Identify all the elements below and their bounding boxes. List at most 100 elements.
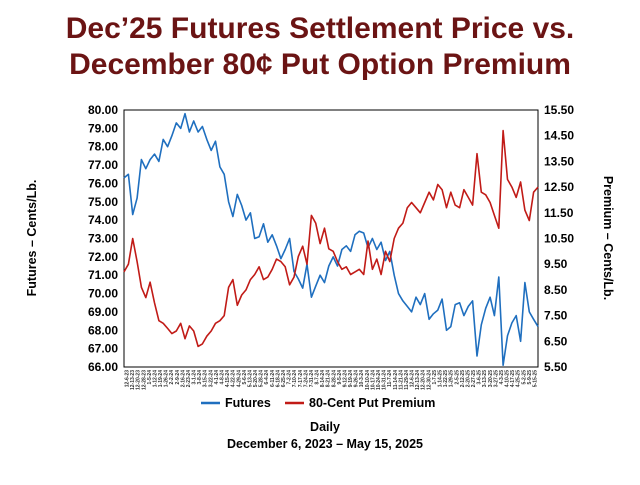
x-tick-label: 4-1-24 xyxy=(214,370,220,385)
x-axis-title: Daily xyxy=(310,420,340,434)
x-tick-label: 12-6-23 xyxy=(125,370,131,387)
left-tick-label: 76.00 xyxy=(88,176,118,190)
x-tick-label: 12-20-23 xyxy=(136,370,142,390)
right-tick-label: 14.50 xyxy=(544,129,574,143)
right-tick-label: 7.50 xyxy=(544,309,568,323)
x-tick-label: 9-26-24 xyxy=(354,370,360,387)
x-tick-label: 4-8-24 xyxy=(220,370,226,385)
left-tick-label: 71.00 xyxy=(88,268,118,282)
chart-title: Dec’25 Futures Settlement Price vs. xyxy=(66,12,575,45)
right-tick-label: 13.50 xyxy=(544,154,574,168)
x-tick-label: 9-19-24 xyxy=(348,370,354,387)
right-tick-label: 9.50 xyxy=(544,257,568,271)
x-tick-label: 4-10-25 xyxy=(505,370,511,387)
legend-label-futures: Futures xyxy=(225,396,271,410)
x-tick-label: 2-5-25 xyxy=(454,370,460,385)
x-tick-label: 9-5-24 xyxy=(337,370,343,385)
left-tick-label: 67.00 xyxy=(88,342,118,356)
series-layer xyxy=(123,112,539,367)
x-tick-label: 12-20-24 xyxy=(421,370,427,390)
x-tick-label: 1-7-25 xyxy=(432,370,438,385)
x-tick-label: 6-11-24 xyxy=(270,370,276,387)
plot-area xyxy=(123,109,539,368)
x-tick-label: 4-22-24 xyxy=(231,370,237,387)
x-tick-label: 12-13-24 xyxy=(415,370,421,390)
x-tick-label: 8-7-24 xyxy=(315,370,321,385)
x-tick-label: 2-23-24 xyxy=(186,370,192,387)
x-tick-label: 2-27-25 xyxy=(471,370,477,387)
right-tick-label: 8.50 xyxy=(544,283,568,297)
right-tick-label: 5.50 xyxy=(544,360,568,374)
left-tick-label: 77.00 xyxy=(88,158,118,172)
x-tick-label: 5-15-25 xyxy=(533,370,539,387)
x-tick-label: 9-12-24 xyxy=(342,370,348,387)
x-tick-label: 12-30-24 xyxy=(426,370,432,390)
x-tick-label: 8-14-24 xyxy=(320,370,326,387)
left-tick-label: 73.00 xyxy=(88,232,118,246)
x-tick-label: 1-26-24 xyxy=(164,370,170,387)
x-tick-label: 5-2-25 xyxy=(521,370,527,385)
x-tick-label: 3-20-25 xyxy=(488,370,494,387)
x-tick-label: 1-19-24 xyxy=(158,370,164,387)
left-axis-title: Futures – Cents/Lb. xyxy=(25,180,39,297)
x-tick-label: 3-8-24 xyxy=(197,370,203,385)
legend: Futures 80-Cent Put Premium xyxy=(201,396,435,410)
x-tick-label: 8-21-24 xyxy=(326,370,332,387)
x-tick-label: 11-21-24 xyxy=(398,370,404,390)
left-tick-label: 75.00 xyxy=(88,195,118,209)
x-tick-label: 11-7-24 xyxy=(387,370,393,387)
x-tick-label: 6-18-24 xyxy=(275,370,281,387)
right-axis-title: Premium – Cents/Lb. xyxy=(601,176,615,300)
left-tick-label: 69.00 xyxy=(88,305,118,319)
x-tick-label: 7-24-24 xyxy=(303,370,309,387)
x-tick-label: 12-28-23 xyxy=(141,370,147,390)
x-tick-label: 10-24-24 xyxy=(376,370,382,390)
x-tick-label: 7-10-24 xyxy=(292,370,298,387)
right-tick-label: 11.50 xyxy=(544,206,574,220)
left-tick-label: 66.00 xyxy=(88,360,118,374)
x-tick-label: 6-25-24 xyxy=(281,370,287,387)
right-tick-label: 12.50 xyxy=(544,180,574,194)
legend-label-put-premium: 80-Cent Put Premium xyxy=(309,396,435,410)
x-tick-label: 1-29-25 xyxy=(449,370,455,387)
x-tick-label: 12-13-23 xyxy=(130,370,136,390)
x-tick-label: 6-4-24 xyxy=(264,370,270,385)
left-tick-label: 80.00 xyxy=(88,103,118,117)
left-tick-label: 68.00 xyxy=(88,323,118,337)
x-tick-label: 2-20-25 xyxy=(465,370,471,387)
x-tick-label: 2-2-24 xyxy=(169,370,175,385)
x-tick-label: 7-31-24 xyxy=(309,370,315,387)
left-tick-label: 78.00 xyxy=(88,140,118,154)
x-tick-label: 5-6-24 xyxy=(242,370,248,385)
x-tick-label: 2-12-25 xyxy=(460,370,466,387)
x-tick-label: 1-22-25 xyxy=(443,370,449,387)
x-tick-label: 3-6-25 xyxy=(477,370,483,385)
x-tick-label: 3-27-25 xyxy=(493,370,499,387)
x-tick-label: 11-14-24 xyxy=(393,370,399,390)
x-tick-label: 11-29-24 xyxy=(404,370,410,390)
x-tick-label: 1-14-25 xyxy=(437,370,443,387)
left-tick-label: 79.00 xyxy=(88,121,118,135)
x-tick-label: 7-17-24 xyxy=(298,370,304,387)
x-tick-label: 3-1-24 xyxy=(192,370,198,385)
x-tick-label: 1-12-24 xyxy=(152,370,158,387)
left-tick-label: 70.00 xyxy=(88,287,118,301)
right-tick-label: 15.50 xyxy=(544,103,574,117)
x-tick-label: 10-31-24 xyxy=(382,370,388,390)
x-tick-label: 3-15-24 xyxy=(203,370,209,387)
x-tick-label: 10-17-24 xyxy=(370,370,376,390)
x-tick-label: 5-9-25 xyxy=(527,370,533,385)
futures-series-line xyxy=(123,112,539,367)
x-tick-label: 4-29-24 xyxy=(236,370,242,387)
x-tick-label: 10-10-24 xyxy=(365,370,371,390)
put-premium-series-line xyxy=(123,129,539,348)
x-tick-label: 3-22-24 xyxy=(208,370,214,387)
x-tick-label: 1-5-24 xyxy=(147,370,153,385)
x-tick-label: 4-3-25 xyxy=(499,370,505,385)
x-tick-label: 2-9-24 xyxy=(175,370,181,385)
x-tick-label: 5-20-24 xyxy=(253,370,259,387)
x-tick-label: 4-17-25 xyxy=(510,370,516,387)
x-tick-label: 12-6-24 xyxy=(410,370,416,387)
